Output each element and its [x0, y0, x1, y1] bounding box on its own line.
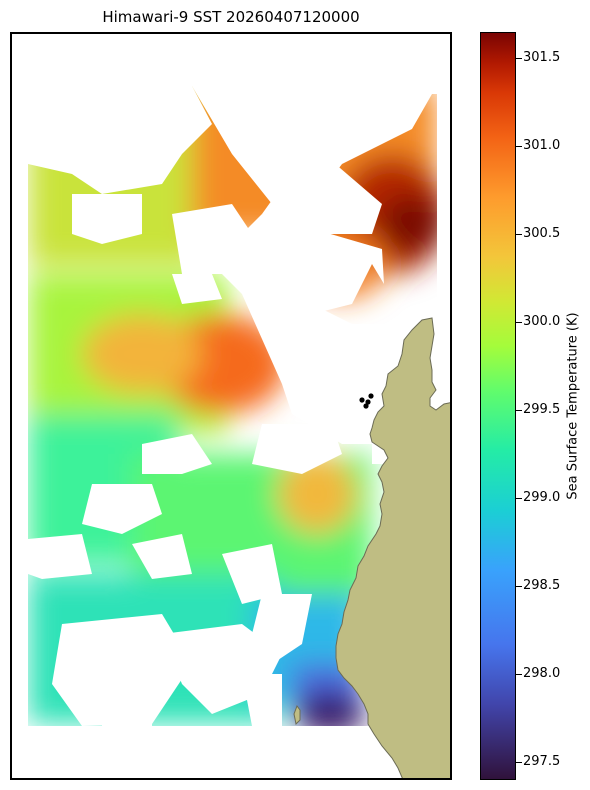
colorbar-tick: [516, 762, 522, 764]
station-marker: [363, 403, 369, 409]
colorbar-tick-label: 298.5: [523, 578, 561, 594]
colorbar-tick: [516, 234, 522, 236]
small-island: [293, 704, 301, 726]
colorbar-tick-label: 299.0: [523, 490, 561, 506]
station-markers: [359, 393, 374, 409]
station-marker: [359, 397, 365, 403]
colorbar-label: Sea Surface Temperature (K): [565, 312, 581, 500]
colorbar: [480, 32, 516, 780]
station-marker: [365, 399, 371, 405]
sst-map: [10, 32, 452, 780]
colorbar-tick: [516, 58, 522, 60]
colorbar-tick-label: 299.5: [523, 402, 561, 418]
colorbar-tick-label: 300.5: [523, 226, 561, 242]
colorbar-tick: [516, 146, 522, 148]
station-marker: [368, 393, 374, 399]
colorbar-tick-label: 301.5: [523, 50, 561, 66]
colorbar-tick: [516, 586, 522, 588]
colorbar-tick-label: 300.0: [523, 314, 561, 330]
colorbar-tick: [516, 410, 522, 412]
sst-map-canvas: [12, 34, 450, 778]
colorbar-tick: [516, 322, 522, 324]
map-title: Himawari-9 SST 20260407120000: [102, 8, 360, 26]
colorbar-tick: [516, 498, 522, 500]
colorbar-tick-label: 297.5: [523, 754, 561, 770]
colorbar-tick-label: 301.0: [523, 138, 561, 154]
colorbar-tick: [516, 674, 522, 676]
colorbar-tick-label: 298.0: [523, 666, 561, 682]
land-mass: [335, 317, 450, 778]
